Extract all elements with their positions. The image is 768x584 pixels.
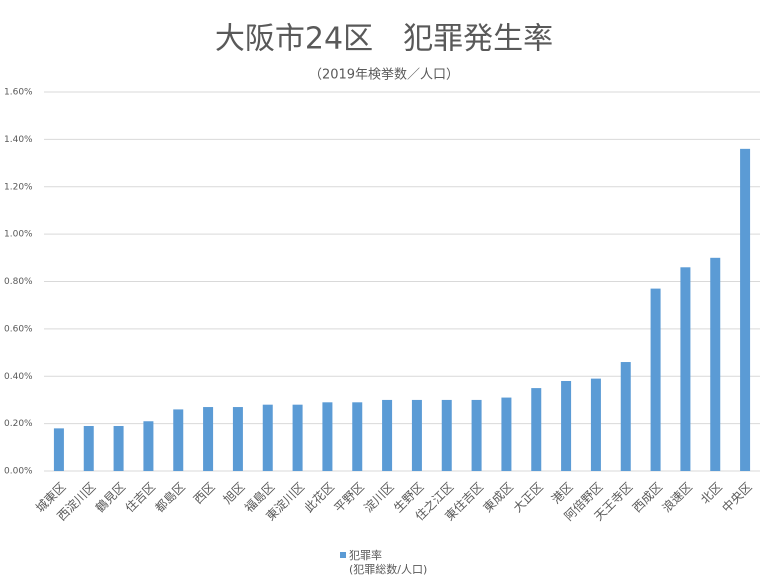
bar xyxy=(232,407,243,471)
legend-label: 犯罪率 xyxy=(349,548,382,562)
bar xyxy=(590,378,601,471)
bar xyxy=(53,428,64,471)
y-tick-label: 1.60% xyxy=(4,88,33,98)
bar xyxy=(292,404,303,471)
bar xyxy=(382,399,393,471)
x-tick-label: 淀川区 xyxy=(361,480,396,515)
chart-title: 大阪市24区 犯罪発生率 xyxy=(215,22,553,57)
y-tick-label: 1.00% xyxy=(4,230,33,240)
bar xyxy=(173,409,184,471)
y-tick-label: 0.80% xyxy=(4,277,33,287)
y-tick-label: 1.40% xyxy=(4,135,33,145)
chart-subtitle: （2019年検挙数／人口） xyxy=(309,68,459,83)
bar xyxy=(203,407,214,471)
x-tick-label: 西区 xyxy=(191,480,218,507)
bar xyxy=(352,402,363,471)
x-tick-label: 西成区 xyxy=(630,480,665,515)
bar xyxy=(441,399,452,471)
x-tick-label: 大正区 xyxy=(510,480,545,515)
bar xyxy=(740,148,751,471)
x-tick-label: 住吉区 xyxy=(123,480,158,515)
x-tick-label: 浪速区 xyxy=(659,479,695,515)
bar xyxy=(710,257,721,471)
legend-note: (犯罪総数/人口) xyxy=(349,562,427,576)
x-tick-label: 中央区 xyxy=(719,479,755,515)
y-tick-label: 0.40% xyxy=(4,372,33,382)
bar xyxy=(501,397,512,471)
bar xyxy=(531,388,542,471)
bar xyxy=(411,399,422,471)
y-tick-label: 0.20% xyxy=(4,419,33,429)
bar xyxy=(83,425,94,471)
legend-swatch xyxy=(340,552,346,558)
x-tick-label: 鶴見区 xyxy=(92,479,128,515)
x-tick-label: 東成区 xyxy=(481,480,516,515)
bar xyxy=(561,380,572,471)
y-tick-label: 0.60% xyxy=(4,324,33,334)
y-tick-label: 0.00% xyxy=(4,467,33,477)
y-tick-label: 1.20% xyxy=(4,182,33,192)
x-tick-label: 平野区 xyxy=(331,480,366,515)
bar xyxy=(262,404,273,471)
bar xyxy=(113,425,124,471)
x-tick-label: 此花区 xyxy=(301,479,337,515)
bar xyxy=(143,421,154,471)
bar xyxy=(471,399,482,471)
bar xyxy=(620,362,631,471)
bar xyxy=(650,288,661,471)
x-tick-label: 都島区 xyxy=(152,479,188,515)
bar xyxy=(322,402,333,471)
bar xyxy=(680,267,691,471)
